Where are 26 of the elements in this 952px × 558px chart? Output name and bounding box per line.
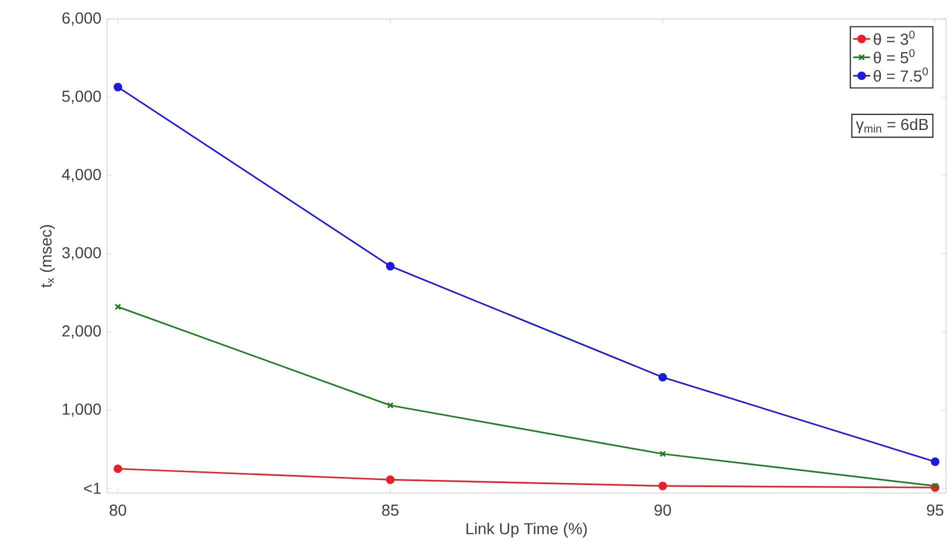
point <box>386 262 395 270</box>
point <box>386 475 395 484</box>
y-tick-label: <1 <box>84 482 101 494</box>
point <box>930 457 940 466</box>
y-tick-label: 2,000 <box>62 325 101 338</box>
x-tick-label: 80 <box>110 504 126 516</box>
legend-label: θ = 3$^{0}$ <box>874 30 915 45</box>
point <box>658 482 668 490</box>
legend-label: θ = 7.5$^{0}$ <box>874 68 928 82</box>
x-tick-label: 95 <box>926 504 944 516</box>
x-tick-label: 90 <box>654 504 671 516</box>
point <box>387 402 394 409</box>
point <box>659 450 666 458</box>
point <box>658 372 668 382</box>
annotation: γ$_{min}$ = 6dB <box>856 118 928 134</box>
y-tick-label: 5,000 <box>62 90 101 104</box>
y-tick-label: 4,000 <box>62 168 101 182</box>
legend-label: θ = 5$^{0}$ <box>874 49 915 64</box>
point <box>114 82 122 92</box>
y-tick-label: 6,000 <box>62 12 101 26</box>
y-axis-title: t$_{x}$ (msec) <box>40 225 55 288</box>
point <box>114 464 122 474</box>
y-tick-label: 3,000 <box>62 247 101 260</box>
x-axis-title: Link Up Time (%) <box>466 522 587 538</box>
x-tick-label: 85 <box>382 504 398 516</box>
y-tick-label: 1,000 <box>62 404 101 417</box>
